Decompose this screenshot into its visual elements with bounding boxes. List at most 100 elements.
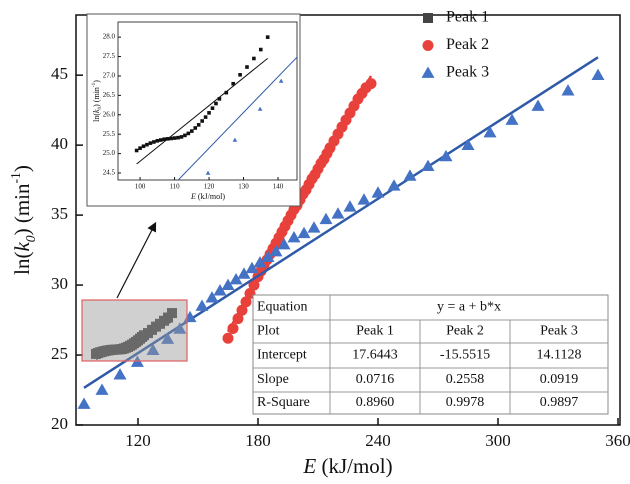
point (169, 136, 173, 141)
point (148, 141, 153, 145)
axis-title-part: ) (10, 165, 34, 172)
table-cell: 0.0919 (540, 372, 579, 387)
point (240, 296, 252, 308)
point (277, 237, 291, 250)
main-plot (77, 56, 605, 409)
legend-marker (423, 13, 433, 23)
point (158, 138, 163, 142)
table-header: Peak 2 (446, 324, 484, 339)
point (165, 137, 170, 141)
y-tick-label: 20 (51, 414, 68, 433)
inset-y-tick-label: 26.5 (103, 91, 116, 99)
point (421, 159, 435, 172)
legend-label: Peak 3 (446, 64, 489, 81)
inset-y-tick-label: 25.5 (103, 130, 116, 138)
point (207, 111, 211, 115)
fit-line (83, 56, 599, 389)
point (380, 51, 384, 55)
point (237, 267, 251, 279)
point (238, 72, 242, 77)
point (393, 4, 397, 8)
axis-title: E (kJ/mol) (190, 192, 225, 201)
point (179, 135, 184, 139)
table-cell: 0.2558 (446, 372, 485, 387)
legend-label: Peak 1 (446, 9, 489, 26)
y-tick-label: 25 (51, 344, 68, 363)
table-cell: 0.9978 (446, 395, 485, 410)
y-tick-label: 40 (51, 134, 68, 153)
point (232, 313, 244, 325)
point (387, 179, 401, 191)
point (213, 284, 227, 296)
table-header: Peak 3 (540, 324, 578, 339)
point (253, 256, 267, 268)
zoom-arrow (116, 221, 157, 299)
point (331, 207, 345, 219)
point (190, 129, 194, 133)
point (287, 230, 301, 243)
point (403, 169, 417, 181)
point (261, 250, 275, 262)
point (257, 106, 263, 111)
point (221, 278, 235, 290)
axis-title-part: ) (min (10, 183, 34, 235)
table-header: Peak 1 (356, 324, 394, 339)
point (386, 27, 390, 31)
point (231, 81, 235, 86)
inset-x-tick-label: 110 (169, 183, 180, 191)
table-cell: y = a + b*x (437, 300, 501, 315)
point (307, 221, 321, 233)
inset-x-tick-label: 120 (204, 183, 215, 191)
point (227, 322, 239, 334)
zoom-box (81, 299, 188, 362)
point (200, 119, 204, 123)
point (138, 146, 142, 150)
point (222, 332, 234, 344)
inset-box (86, 13, 301, 207)
axis-title-part: E (302, 454, 316, 478)
point (195, 299, 209, 311)
point (77, 397, 91, 409)
point (167, 308, 177, 319)
table-bg (252, 294, 609, 415)
point (114, 287, 119, 291)
axis-title-part: 0 (97, 106, 103, 109)
point (505, 113, 519, 125)
point (252, 56, 256, 61)
point (297, 226, 311, 239)
table-header: Plot (257, 324, 280, 339)
point (224, 90, 229, 95)
point (591, 68, 605, 81)
axis-title-part: ) (min (92, 87, 101, 107)
y-tick-label: 35 (51, 204, 68, 223)
point (162, 137, 167, 142)
point (561, 84, 575, 96)
point (141, 144, 146, 149)
point (205, 170, 211, 175)
inset-y-tick-label: 28.0 (103, 33, 116, 41)
inset-y-tick-label: 27.5 (103, 52, 116, 60)
point (173, 322, 187, 334)
point (278, 78, 284, 83)
point (531, 99, 545, 111)
table-row-label: Slope (257, 372, 289, 387)
x-tick-label: 360 (605, 431, 630, 450)
point (362, 105, 366, 109)
table-cell: Equation (257, 300, 308, 315)
point (113, 368, 127, 380)
inset-x-tick-label: 100 (135, 183, 146, 191)
point (229, 272, 243, 285)
point (357, 193, 371, 205)
table-row-label: R-Square (257, 395, 310, 410)
point (245, 261, 259, 274)
point (236, 304, 248, 316)
table-cell: 0.8960 (356, 395, 395, 410)
axis-title-part: ) (92, 80, 101, 83)
table-cell: 14.1128 (537, 348, 582, 363)
axis-title-part: ln( (10, 252, 34, 275)
axis-title-part: -1 (91, 82, 97, 87)
point (483, 126, 497, 138)
point (296, 49, 297, 51)
y-tick-label: 45 (51, 64, 68, 83)
